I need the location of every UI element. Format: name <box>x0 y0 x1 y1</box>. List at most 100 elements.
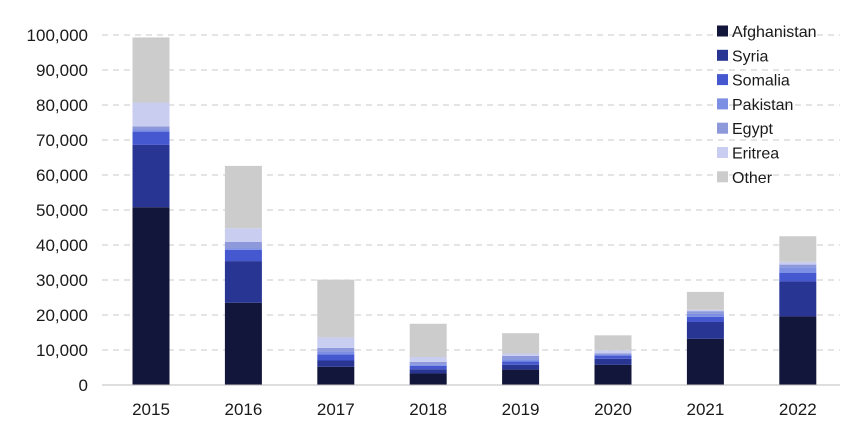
bar-segment <box>132 144 170 208</box>
legend-item: Eritrea <box>717 146 779 163</box>
legend-label: Pakistan <box>732 97 793 114</box>
y-tick-label: 50,000 <box>36 201 88 220</box>
bar-segment <box>594 350 632 354</box>
legend-swatch <box>717 98 728 110</box>
y-axis-ticks: 0 10,000 20,000 30,000 40,000 50,000 60,000 70,… <box>27 26 88 395</box>
bar-segment <box>779 273 817 282</box>
bar-segment <box>317 366 355 385</box>
bar-segment <box>594 354 632 356</box>
bar-segment <box>409 373 447 385</box>
x-tick-label: 2018 <box>409 400 447 419</box>
legend-swatch <box>717 25 728 37</box>
legend-swatch <box>717 122 728 134</box>
y-tick-label: 70,000 <box>36 131 88 150</box>
bar-segment <box>686 309 724 312</box>
y-tick-label: 60,000 <box>36 166 88 185</box>
bar-segment <box>779 267 817 273</box>
bar-stack-2015 <box>132 37 170 385</box>
bar-segment <box>686 311 724 314</box>
legend-item: Egypt <box>717 121 773 138</box>
legend-swatch <box>717 74 728 86</box>
bar-segment <box>779 281 817 317</box>
bar-stack-2022 <box>779 236 817 385</box>
legend-swatch <box>717 147 728 158</box>
bar-stack-2016 <box>224 165 262 385</box>
bar-segment <box>224 261 262 303</box>
bar-segment <box>502 359 540 362</box>
bar-segment <box>502 364 540 370</box>
bar-segment <box>779 264 817 268</box>
bar-segment <box>594 335 632 351</box>
bar-segment <box>409 365 447 370</box>
bar-segment <box>132 129 170 132</box>
bar-segment <box>502 361 540 365</box>
y-tick-label: 0 <box>79 376 88 395</box>
legend-label: Eritrea <box>732 146 779 163</box>
bar-segment <box>132 102 170 127</box>
legend: Afghanistan Syria Somalia Pakistan Egypt Erit… <box>717 24 817 187</box>
bar-stack-2019 <box>502 333 540 385</box>
bar-stack-2021 <box>686 291 724 385</box>
bar-segment <box>594 355 632 359</box>
y-tick-label: 40,000 <box>36 236 88 255</box>
x-axis-ticks: 2015 2016 2017 2018 2019 2020 2021 2022 <box>132 400 817 419</box>
bar-stack-2018 <box>409 323 447 385</box>
bar-segment <box>224 248 262 250</box>
legend-label: Somalia <box>732 73 790 90</box>
bar-segment <box>594 358 632 365</box>
x-tick-label: 2019 <box>502 400 540 419</box>
legend-label: Syria <box>732 48 769 65</box>
bar-segment <box>779 261 817 265</box>
bar-segment <box>224 241 262 249</box>
legend-item: Pakistan <box>717 97 793 114</box>
grid <box>102 34 840 351</box>
x-tick-label: 2022 <box>779 400 817 419</box>
bars <box>132 37 817 385</box>
legend-item: Somalia <box>717 73 790 90</box>
bar-segment <box>317 351 355 355</box>
x-tick-label: 2016 <box>224 400 262 419</box>
bar-segment <box>502 333 540 354</box>
bar-segment <box>779 236 817 262</box>
bar-segment <box>132 131 170 145</box>
bar-segment <box>594 353 632 355</box>
y-tick-label: 30,000 <box>36 271 88 290</box>
legend-label: Egypt <box>732 121 773 138</box>
x-tick-label: 2020 <box>594 400 632 419</box>
bar-segment <box>317 360 355 367</box>
bar-segment <box>686 313 724 317</box>
bar-segment <box>779 316 817 385</box>
y-tick-label: 20,000 <box>36 306 88 325</box>
bar-segment <box>224 302 262 385</box>
bar-segment <box>317 337 355 348</box>
y-tick-label: 90,000 <box>36 61 88 80</box>
bar-segment <box>224 249 262 262</box>
y-tick-label: 10,000 <box>36 341 88 360</box>
bar-segment <box>502 353 540 356</box>
bar-segment <box>686 322 724 339</box>
legend-item: Other <box>717 170 773 187</box>
bar-segment <box>409 364 447 366</box>
bar-segment <box>317 354 355 361</box>
legend-label: Other <box>732 170 773 187</box>
legend-swatch <box>717 171 728 183</box>
bar-segment <box>502 369 540 385</box>
bar-segment <box>502 355 540 360</box>
legend-swatch <box>717 49 728 61</box>
bar-segment <box>409 361 447 365</box>
y-tick-label: 100,000 <box>27 26 88 45</box>
bar-segment <box>132 207 170 385</box>
x-tick-label: 2015 <box>132 400 170 419</box>
bar-segment <box>409 369 447 374</box>
bar-segment <box>317 347 355 352</box>
x-tick-label: 2017 <box>317 400 355 419</box>
bar-stack-2020 <box>594 335 632 385</box>
legend-label: Afghanistan <box>732 24 817 41</box>
bar-segment <box>132 37 170 103</box>
x-tick-label: 2021 <box>686 400 724 419</box>
bar-segment <box>686 316 724 322</box>
bar-segment <box>224 228 262 242</box>
bar-segment <box>686 291 724 310</box>
